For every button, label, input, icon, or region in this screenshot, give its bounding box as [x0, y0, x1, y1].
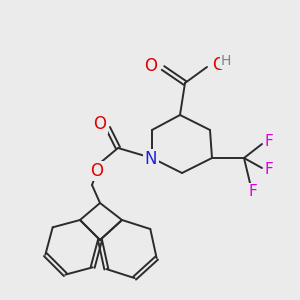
- Text: F: F: [265, 163, 273, 178]
- Text: O: O: [212, 56, 225, 74]
- Text: O: O: [94, 115, 106, 133]
- Text: F: F: [249, 184, 257, 200]
- Text: N: N: [145, 150, 157, 168]
- Text: F: F: [265, 134, 273, 149]
- Text: O: O: [144, 57, 157, 75]
- Text: O: O: [91, 162, 103, 180]
- Text: H: H: [221, 54, 231, 68]
